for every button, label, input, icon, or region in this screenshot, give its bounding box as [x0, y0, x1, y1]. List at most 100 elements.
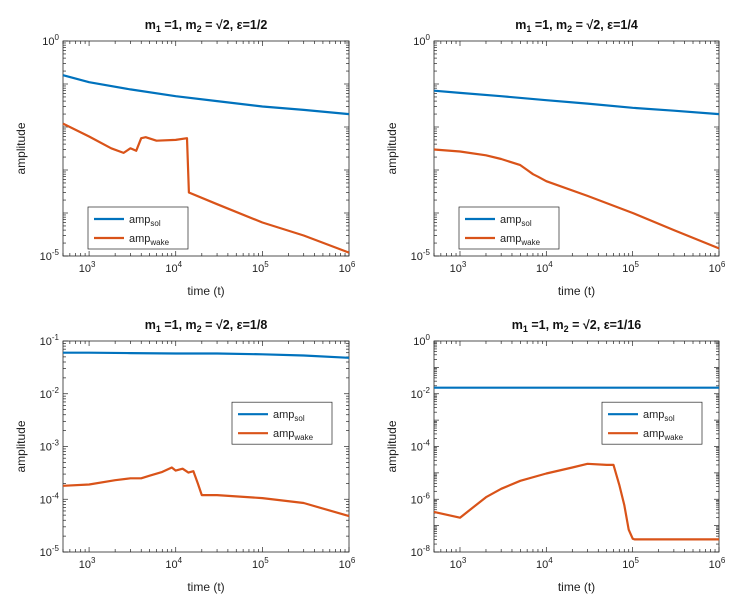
- x-tick-label: 106: [339, 556, 356, 571]
- x-tick-exponent: 6: [721, 556, 726, 565]
- x-tick-exponent: 4: [548, 260, 553, 269]
- x-tick-label: 104: [165, 260, 182, 275]
- title-epsilon: ε=1/2: [237, 18, 268, 32]
- chart-title: m1 =1, m2 = √2, ε=1/16: [512, 318, 642, 334]
- y-tick-label: 10-8: [411, 544, 431, 559]
- y-tick-label: 10-5: [40, 544, 60, 559]
- legend-label-wake: ampwake: [273, 428, 314, 442]
- plot-area: [433, 340, 720, 553]
- legend-label-sub: sol: [521, 219, 531, 228]
- y-tick-exponent: -1: [52, 333, 60, 342]
- title-m2: m: [553, 318, 564, 332]
- y-tick-exponent: -5: [423, 248, 431, 257]
- x-tick-exponent: 6: [721, 260, 726, 269]
- y-tick-label: 100: [42, 33, 59, 48]
- y-tick-label: 100: [413, 33, 430, 48]
- series-line-wake: [433, 462, 719, 541]
- legend-label-sub: wake: [293, 433, 313, 442]
- y-tick-exponent: 0: [55, 33, 60, 42]
- y-axis-label: amplitude: [14, 122, 28, 174]
- y-tick-label: 10-2: [411, 386, 431, 401]
- series-line-wake: [433, 148, 720, 250]
- x-tick-exponent: 4: [178, 260, 183, 269]
- x-tick-label: 103: [79, 556, 96, 571]
- legend-label-base: amp: [273, 409, 294, 421]
- chart-title: m1 =1, m2 = √2, ε=1/2: [145, 18, 268, 34]
- legend-label-sub: sol: [150, 219, 160, 228]
- y-tick-label: 10-1: [40, 333, 60, 348]
- title-m1-val: =1,: [531, 18, 556, 32]
- x-tick-exponent: 5: [264, 260, 269, 269]
- title-m1-sub: 1: [523, 324, 528, 334]
- x-tick-label: 106: [709, 260, 726, 275]
- legend-label-sub: sol: [664, 414, 674, 423]
- legend-label-wake: ampwake: [500, 233, 541, 247]
- y-tick-label: 10-3: [40, 439, 60, 454]
- y-tick-exponent: -4: [52, 491, 60, 500]
- legend-label-base: amp: [500, 214, 521, 226]
- x-tick-exponent: 6: [351, 260, 356, 269]
- title-m2-sub: 2: [567, 24, 572, 34]
- y-axis-label: amplitude: [385, 420, 399, 472]
- y-axis-label: amplitude: [14, 420, 28, 472]
- series-line-wake: [62, 122, 350, 254]
- legend-label-base: amp: [273, 428, 294, 440]
- x-tick-exponent: 4: [178, 556, 183, 565]
- title-m2-val: = √2,: [569, 318, 604, 332]
- title-epsilon: ε=1/16: [604, 318, 642, 332]
- x-tick-label: 103: [450, 260, 467, 275]
- x-tick-exponent: 3: [462, 556, 467, 565]
- y-tick-exponent: -2: [423, 386, 431, 395]
- y-tick-exponent: -5: [52, 248, 60, 257]
- y-tick-exponent: -8: [423, 544, 431, 553]
- x-tick-label: 103: [79, 260, 96, 275]
- legend-box: [458, 206, 560, 250]
- chart-title: m1 =1, m2 = √2, ε=1/8: [145, 318, 268, 334]
- x-tick-exponent: 5: [635, 260, 640, 269]
- y-tick-exponent: 0: [426, 333, 431, 342]
- x-tick-label: 105: [252, 260, 269, 275]
- legend-label-sub: sol: [294, 414, 304, 423]
- x-tick-label: 105: [252, 556, 269, 571]
- x-tick-label: 106: [709, 556, 726, 571]
- title-m2-sub: 2: [564, 324, 569, 334]
- x-tick-exponent: 5: [635, 556, 640, 565]
- y-tick-label: 100: [413, 333, 430, 348]
- legend-label-sol: ampsol: [500, 214, 532, 228]
- title-m1-val: =1,: [161, 18, 186, 32]
- y-tick-exponent: -2: [52, 386, 60, 395]
- legend-label-sub: wake: [663, 433, 683, 442]
- x-axis-label: time (t): [187, 284, 224, 298]
- x-axis-label: time (t): [558, 284, 595, 298]
- legend-label-base: amp: [500, 233, 521, 245]
- y-tick-label: 10-5: [411, 248, 431, 263]
- chart-title: m1 =1, m2 = √2, ε=1/4: [515, 18, 638, 34]
- title-m2: m: [556, 18, 567, 32]
- y-tick-label: 10-5: [40, 248, 60, 263]
- plot-area: [62, 340, 350, 553]
- x-tick-exponent: 3: [91, 260, 96, 269]
- legend-label-sol: ampsol: [643, 409, 675, 423]
- title-m1-sub: 1: [526, 24, 531, 34]
- legend-label-wake: ampwake: [129, 233, 170, 247]
- series-line-sol: [62, 74, 350, 116]
- legend-label-sol: ampsol: [273, 409, 305, 423]
- y-tick-exponent: -5: [52, 544, 60, 553]
- y-tick-label: 10-2: [40, 386, 60, 401]
- x-tick-label: 104: [165, 556, 182, 571]
- x-tick-exponent: 4: [548, 556, 553, 565]
- legend-label-base: amp: [643, 409, 664, 421]
- y-tick-exponent: -3: [52, 439, 60, 448]
- title-m1: m: [512, 318, 523, 332]
- x-tick-exponent: 5: [264, 556, 269, 565]
- x-tick-label: 105: [622, 260, 639, 275]
- x-tick-exponent: 3: [462, 260, 467, 269]
- series-line-sol: [63, 351, 350, 359]
- x-tick-label: 103: [450, 556, 467, 571]
